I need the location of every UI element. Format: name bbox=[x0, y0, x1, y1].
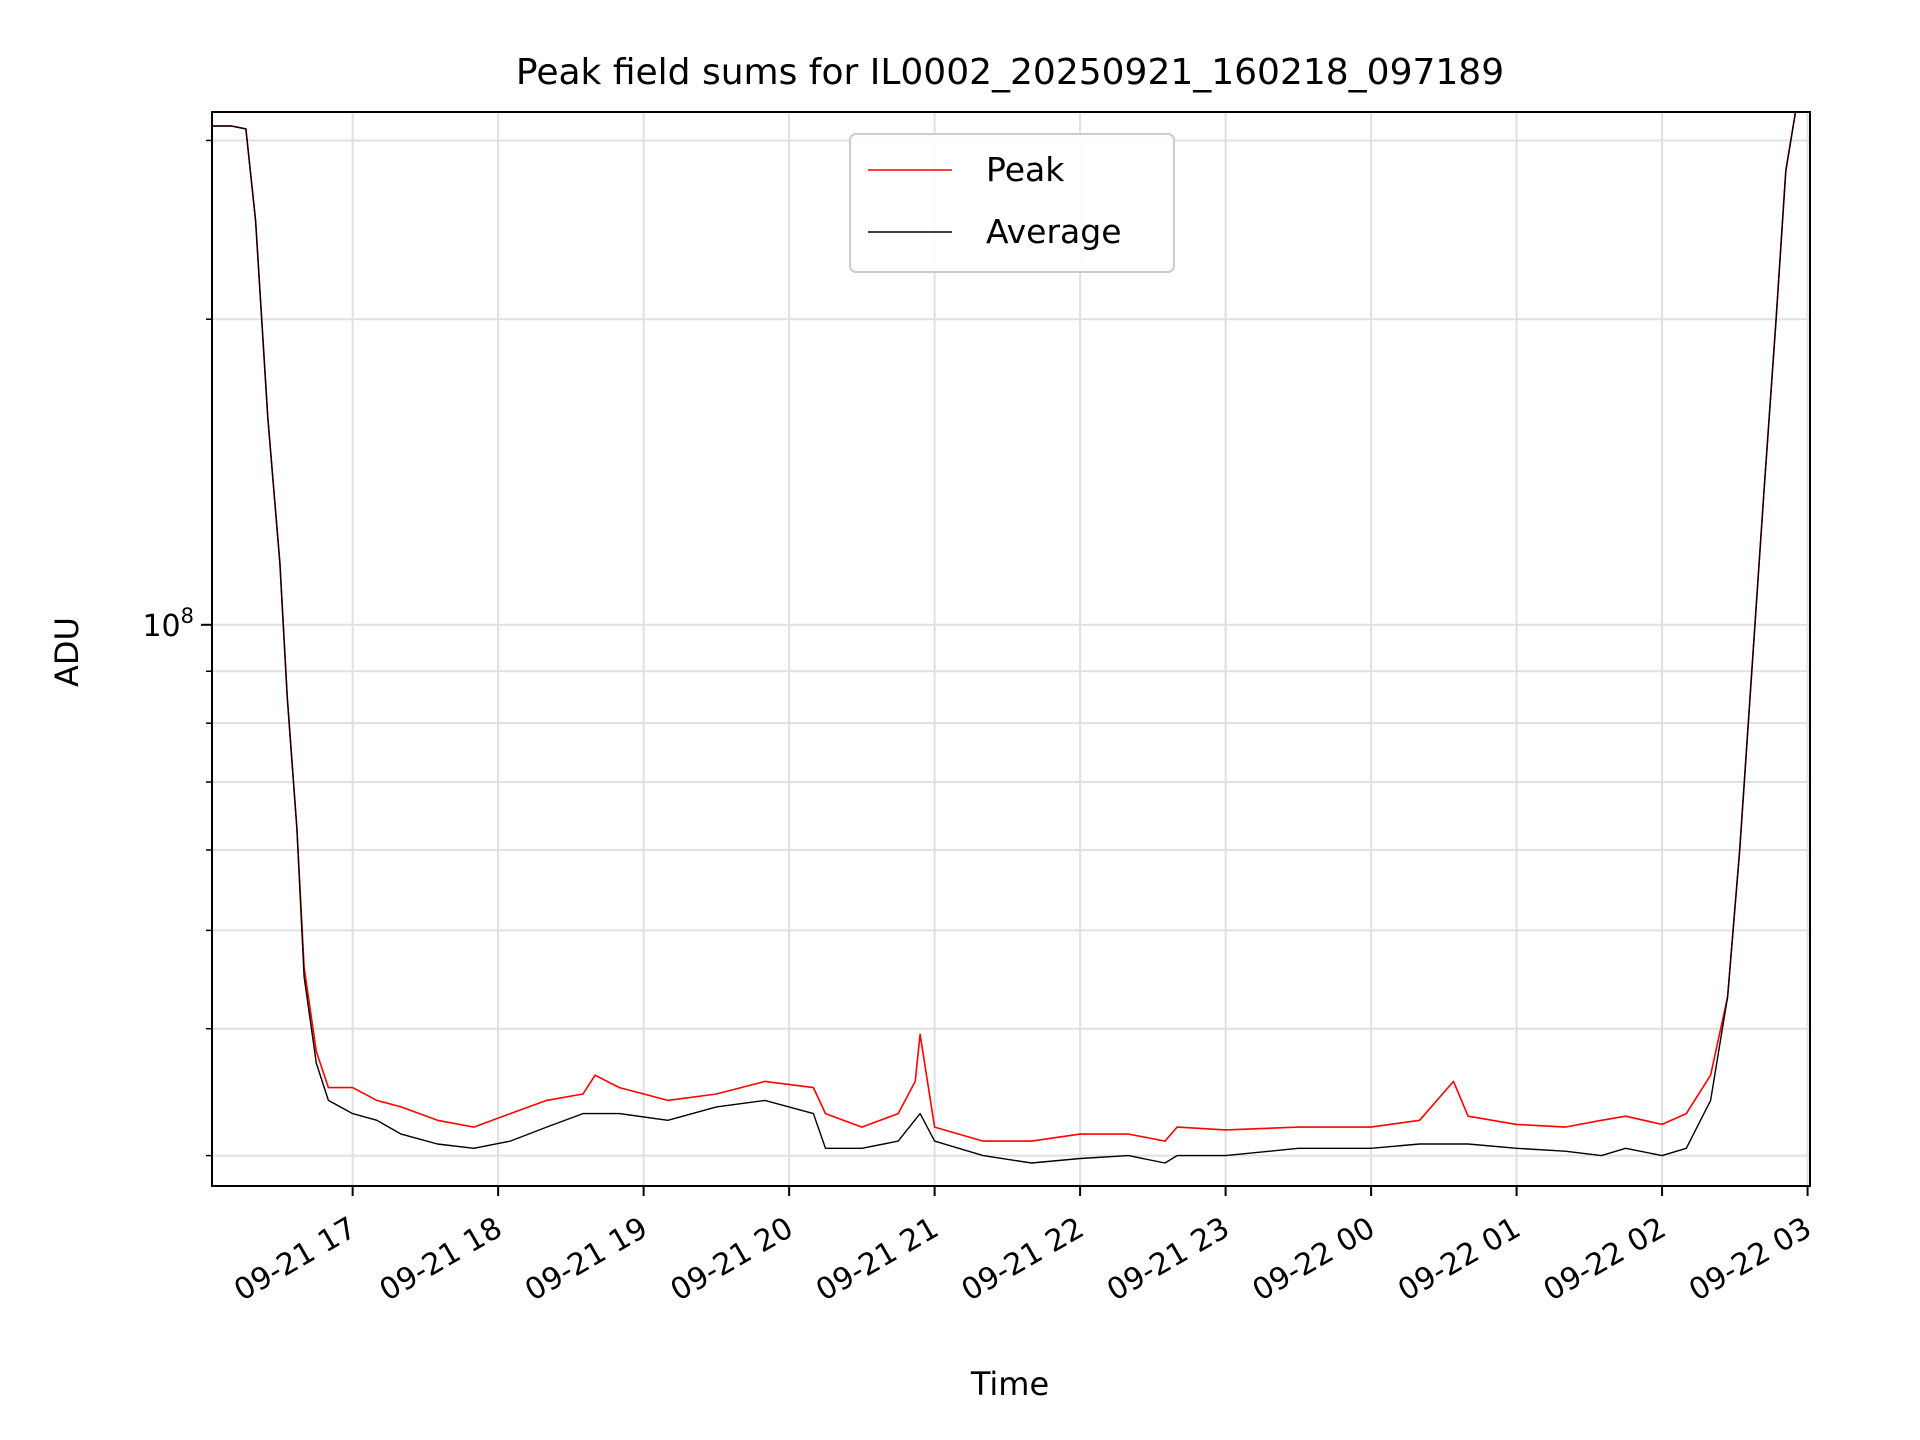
legend-box bbox=[849, 133, 1175, 273]
y-axis-label: ADU bbox=[48, 617, 86, 687]
x-axis-label: Time bbox=[970, 1365, 1049, 1403]
legend-peak-label: Peak bbox=[986, 150, 1065, 189]
series-line-average bbox=[212, 111, 1797, 1164]
legend: Peak Average bbox=[849, 133, 1175, 273]
chart-title: Peak field sums for IL0002_20250921_1602… bbox=[516, 52, 1504, 93]
y-axis: 108 bbox=[142, 139, 212, 1157]
grid bbox=[212, 112, 1810, 1186]
series-layer bbox=[212, 111, 1797, 1164]
legend-average-label: Average bbox=[986, 212, 1122, 251]
y-tick-label: 108 bbox=[142, 604, 194, 644]
series-line-peak bbox=[212, 111, 1797, 1142]
plot-frame bbox=[211, 111, 1811, 1187]
